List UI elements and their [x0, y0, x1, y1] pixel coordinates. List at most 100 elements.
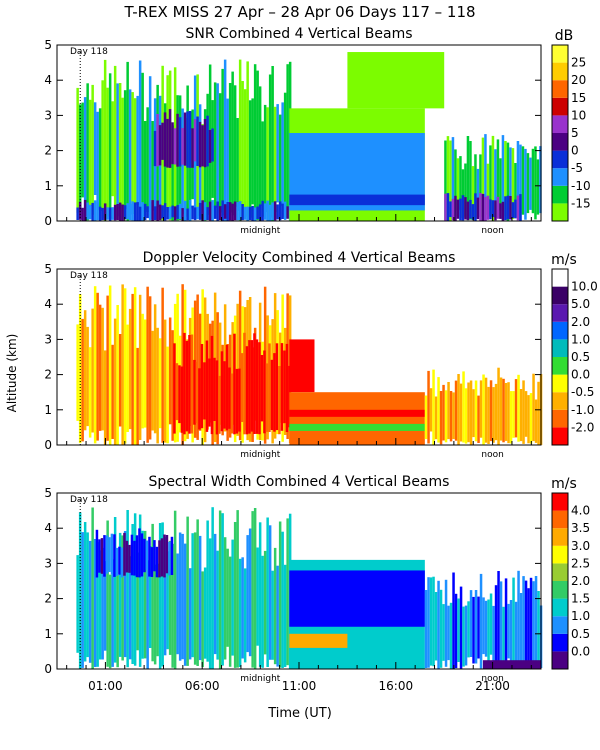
data-cell [133, 287, 137, 445]
data-cell [113, 65, 117, 220]
data-cell [289, 339, 315, 393]
data-cell [226, 548, 229, 647]
data-cell [281, 102, 284, 217]
data-cell [161, 122, 164, 160]
data-cell [537, 591, 540, 668]
data-cell [427, 370, 430, 444]
data-cell [103, 535, 106, 577]
colorbar-label: 2.0 [571, 315, 590, 329]
time-marker-noon: noon [481, 674, 503, 684]
data-cell [101, 307, 104, 431]
data-cell [477, 596, 480, 659]
data-cell [509, 391, 513, 444]
data-cell [457, 374, 460, 445]
data-cell [86, 83, 89, 221]
data-cell [494, 383, 498, 441]
data-cell [456, 199, 460, 219]
data-cell [133, 202, 137, 221]
data-cell [163, 203, 167, 221]
data-cell [138, 60, 142, 221]
data-cell [146, 286, 149, 443]
data-cell [261, 555, 264, 668]
data-cell [146, 206, 149, 219]
data-cell [501, 201, 505, 221]
data-cell [153, 130, 157, 167]
data-cell [216, 550, 219, 660]
data-cell [492, 387, 495, 443]
data-cell [472, 596, 475, 664]
data-cell [273, 201, 277, 221]
data-cell [253, 508, 257, 669]
data-cell [233, 85, 237, 207]
data-cell [206, 520, 209, 662]
data-cell [126, 510, 129, 668]
data-cell [211, 128, 214, 162]
x-tick-label: 21:00 [475, 679, 510, 693]
data-cell [176, 553, 179, 655]
y-tick-label: 4 [44, 297, 52, 311]
colorbar-swatch [552, 97, 568, 116]
data-cell [83, 199, 87, 221]
data-cell [166, 551, 169, 650]
colorbar-swatch [552, 563, 568, 581]
data-cell [161, 287, 164, 443]
x-tick-label: 01:00 [88, 679, 123, 693]
panel-title: Spectral Width Combined 4 Vertical Beams [149, 474, 450, 490]
data-cell [108, 207, 112, 221]
data-cell [81, 102, 84, 198]
data-cell [509, 147, 512, 219]
data-cell [218, 510, 222, 669]
data-cell [482, 374, 485, 445]
data-cell [166, 207, 169, 220]
data-cell [263, 203, 267, 220]
y-tick-label: 4 [44, 521, 52, 535]
data-cell [96, 542, 99, 667]
data-cell [171, 205, 174, 218]
colorbar-label: 3.5 [571, 521, 590, 535]
data-cell [236, 510, 239, 668]
data-cell [226, 202, 229, 221]
data-cell [479, 193, 482, 221]
y-tick-label: 0 [44, 662, 52, 676]
data-cell [143, 121, 147, 212]
data-cell [203, 567, 207, 659]
data-cell [482, 660, 541, 669]
data-cell [258, 342, 261, 435]
data-cell [504, 141, 507, 217]
data-cell [223, 59, 227, 221]
data-cell [88, 99, 92, 206]
data-cell [118, 546, 121, 575]
data-cell [459, 156, 462, 210]
data-cell [98, 550, 102, 660]
data-cell [446, 136, 450, 221]
data-cell [163, 537, 167, 656]
day-label: Day 118 [70, 495, 108, 505]
colorbar-swatch [552, 651, 568, 669]
data-cell [434, 396, 438, 440]
data-cell [283, 350, 286, 424]
data-cell [181, 128, 184, 165]
data-cell [96, 292, 99, 441]
data-cell [258, 204, 262, 221]
data-cell [91, 308, 94, 433]
data-cell [228, 83, 232, 213]
data-cell [156, 114, 159, 167]
data-cell [198, 535, 202, 661]
data-cell [504, 383, 508, 441]
data-cell [258, 86, 262, 206]
colorbar-label: 20 [571, 73, 586, 87]
data-cell [484, 196, 487, 221]
data-cell [491, 200, 495, 217]
data-cell [145, 540, 149, 570]
data-cell [494, 585, 498, 667]
data-cell [464, 163, 467, 217]
data-cell [524, 391, 528, 437]
data-cell [131, 201, 134, 221]
data-cell [278, 521, 282, 668]
data-cell [231, 203, 234, 221]
colorbar-label: -0.5 [571, 385, 594, 399]
data-cell [116, 574, 119, 668]
data-cell [243, 89, 247, 217]
data-cell [502, 378, 505, 443]
data-cell [437, 377, 440, 443]
